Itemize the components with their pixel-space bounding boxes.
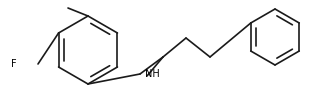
Text: NH: NH <box>145 69 160 79</box>
Text: F: F <box>11 59 17 69</box>
